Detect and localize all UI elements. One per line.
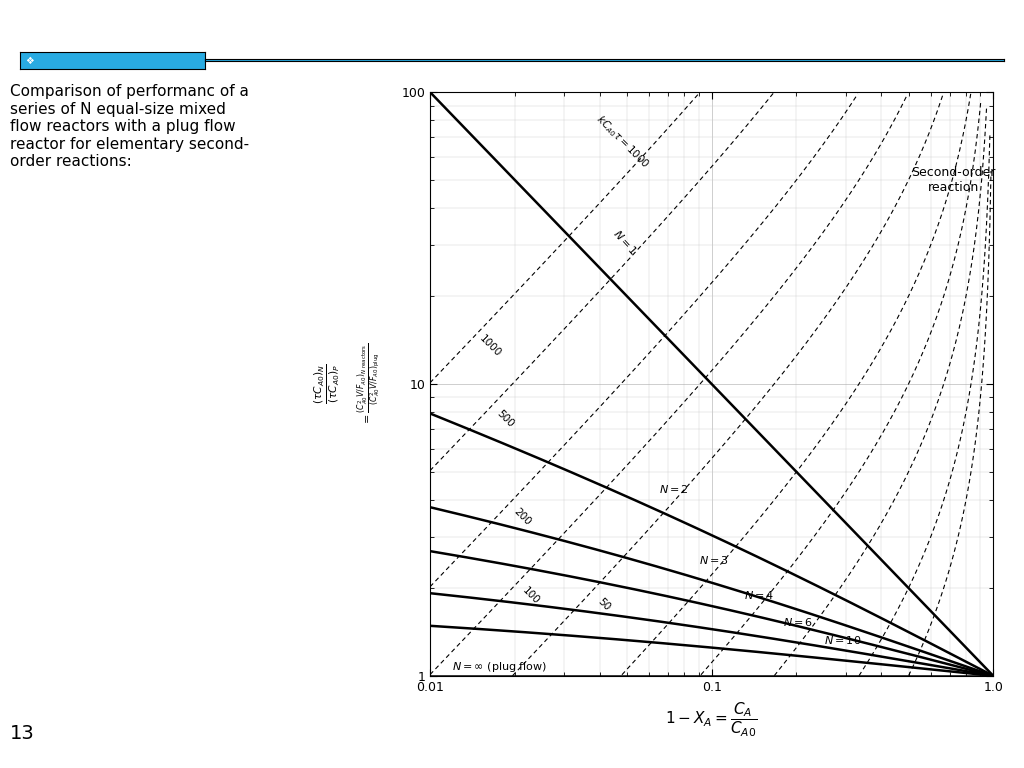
Text: 1000: 1000	[477, 333, 503, 359]
X-axis label: $1 - X_A = \dfrac{C_A}{C_{A0}}$: $1 - X_A = \dfrac{C_A}{C_{A0}}$	[666, 700, 758, 739]
Text: $N = 3$: $N = 3$	[698, 554, 729, 567]
Text: $N = 4$: $N = 4$	[743, 589, 774, 601]
Text: Comparison of performanc of a
series of N equal-size mixed
flow reactors with a : Comparison of performanc of a series of …	[10, 84, 250, 169]
Text: 200: 200	[511, 507, 532, 528]
Text: 100: 100	[520, 585, 542, 606]
Text: ❖: ❖	[26, 55, 34, 66]
Text: 500: 500	[495, 409, 515, 429]
Text: $kC_{A0}\tau = 1000$: $kC_{A0}\tau = 1000$	[593, 113, 652, 172]
Text: $N = 2$: $N = 2$	[659, 483, 689, 495]
Text: $\frac{(\tau C_{A0})_N}{(\tau C_{A0})_P}$: $\frac{(\tau C_{A0})_N}{(\tau C_{A0})_P}…	[313, 364, 342, 404]
Text: $N = \infty$ (plug flow): $N = \infty$ (plug flow)	[453, 660, 548, 674]
Text: 50: 50	[596, 597, 612, 613]
Text: 13: 13	[10, 724, 35, 743]
Text: $N = 1$: $N = 1$	[611, 227, 640, 257]
Text: $N = 10$: $N = 10$	[824, 634, 861, 646]
Text: Second-order
reaction: Second-order reaction	[911, 166, 995, 194]
Text: $= \frac{(C_{A0}^{2}V/F_{A0})_{N\ \mathrm{reactors}}}{(C_{A0}^{2}V/F_{A0})_{\mat: $= \frac{(C_{A0}^{2}V/F_{A0})_{N\ \mathr…	[355, 343, 382, 425]
Text: $N = 6$: $N = 6$	[783, 616, 814, 628]
